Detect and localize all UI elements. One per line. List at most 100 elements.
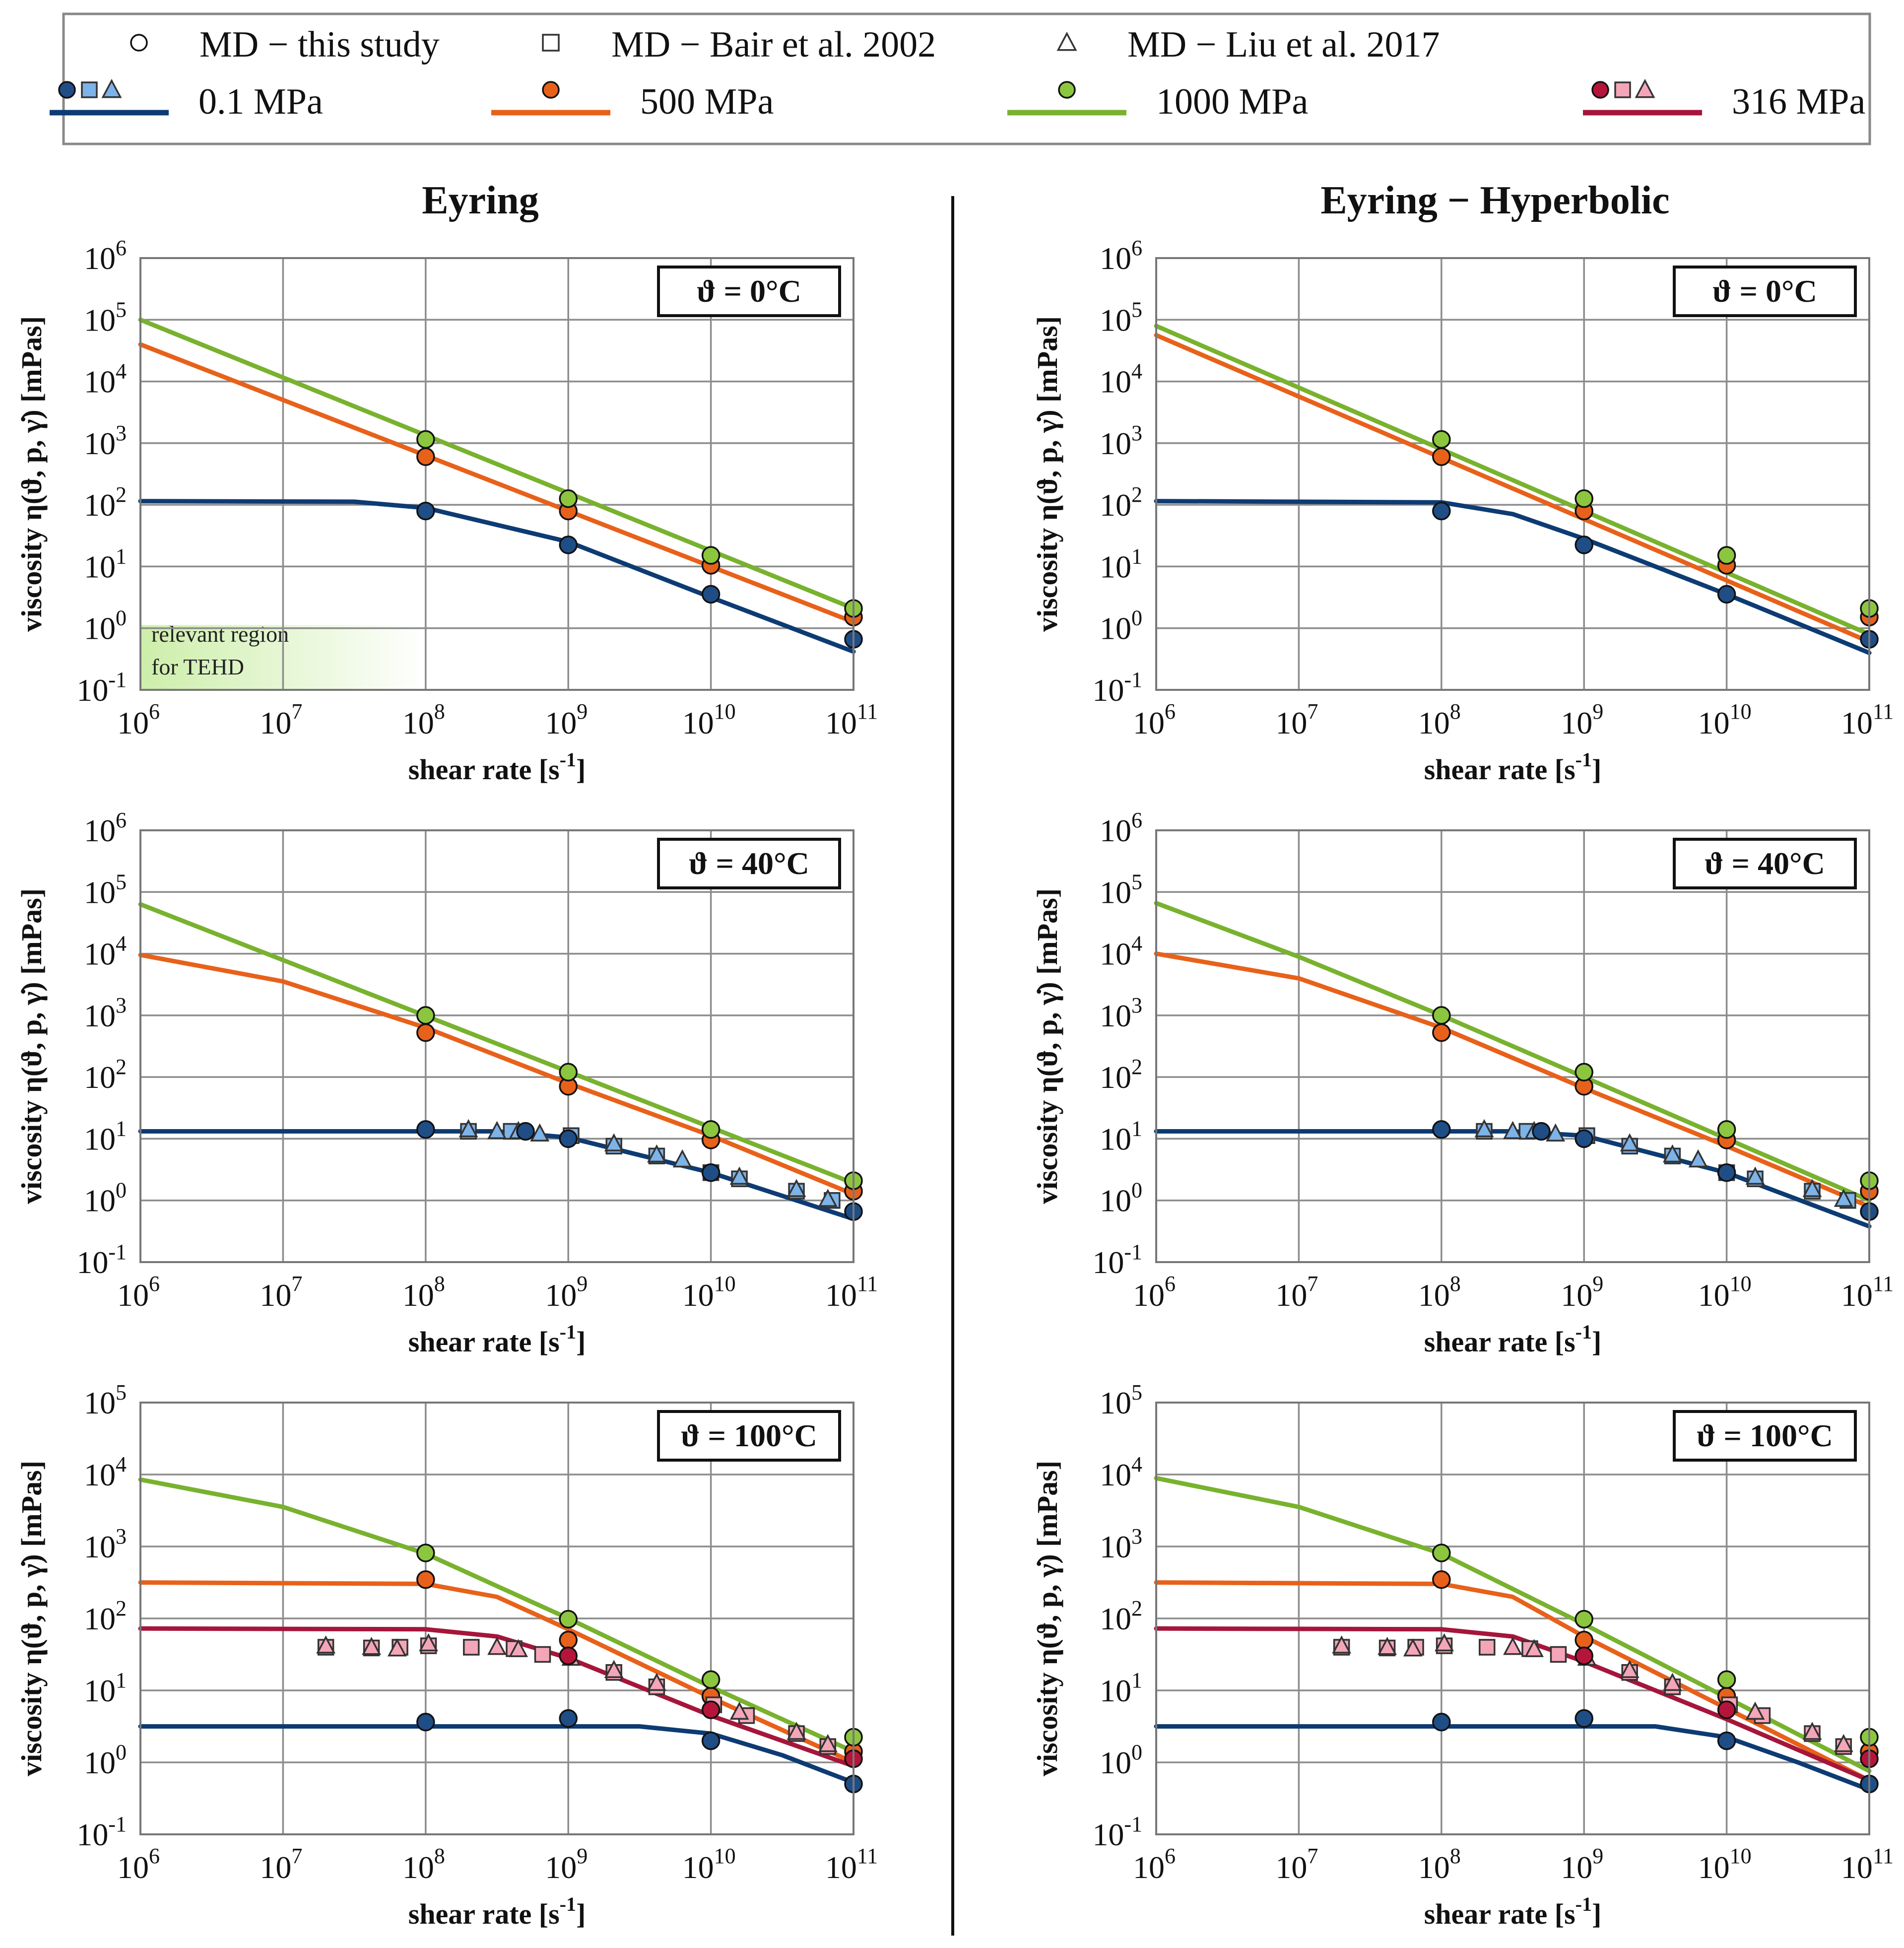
- chart-panel-4: 106 107 108 109 1010 1011 10-1 100 101 102 103 104 1…: [1031, 808, 1894, 1358]
- point-md-1000-mpa: [559, 1063, 578, 1081]
- point-md-0-1-mpa: [416, 501, 435, 521]
- y-tick-label: 104: [84, 932, 127, 972]
- legend-marker-circle: [130, 34, 148, 52]
- panel-title: ϑ = 40°C: [1705, 846, 1825, 881]
- panel-title-box: [657, 1410, 841, 1462]
- point-md-1000-mpa: [1717, 1120, 1736, 1139]
- series-line-500-mpa: [1154, 333, 1872, 644]
- column-title-eyring-hyperbolic: Eyring − Hyperbolic: [1320, 179, 1669, 222]
- panel-title-box: [1673, 266, 1857, 317]
- y-tick-label: 105: [84, 1380, 127, 1420]
- point-bair-316-mpa: [1550, 1646, 1567, 1663]
- x-axis-label: shear rate [s-1]: [1424, 1321, 1602, 1358]
- point-liu-316-mpa: [316, 1635, 336, 1654]
- x-tick-label: 1011: [1841, 699, 1894, 740]
- y-axis-label: viscosity η(ϑ, p, γ̇) [mPas]: [1031, 1461, 1063, 1776]
- x-tick-label: 107: [1275, 1844, 1318, 1885]
- panel-title-box: [657, 838, 841, 889]
- panel-title: ϑ = 0°C: [697, 273, 801, 309]
- point-bair-316-mpa: [534, 1646, 551, 1663]
- y-tick-label: 101: [1100, 1116, 1142, 1156]
- point-md-0-1-mpa: [1717, 585, 1736, 604]
- point-md-0-1-mpa: [701, 585, 721, 604]
- legend-marker-circle-p1000: [1058, 81, 1076, 99]
- point-md-0-1-mpa: [701, 1731, 721, 1750]
- point-md-500-mpa: [559, 1630, 578, 1650]
- point-md-0-1-mpa: [416, 1120, 435, 1139]
- x-tick-label: 108: [1418, 699, 1461, 740]
- point-md-0-1-mpa: [559, 1709, 578, 1728]
- legend-marker-triangle-p01: [101, 78, 122, 98]
- y-tick-label: 104: [84, 359, 127, 400]
- legend-marker-circle-p01: [58, 81, 76, 99]
- legend: MD − this study MD − Bair et al. 2002 MD −…: [50, 12, 1871, 145]
- point-liu-0-1-mpa: [1620, 1133, 1640, 1151]
- series-line-0-1-mpa: [1154, 499, 1872, 655]
- point-liu-0-1-mpa: [818, 1189, 838, 1207]
- plot-frame: [139, 829, 854, 1263]
- x-tick-label: 109: [1561, 1844, 1603, 1885]
- point-liu-0-1-mpa: [672, 1149, 692, 1168]
- y-tick-label: 102: [1100, 1055, 1142, 1095]
- point-md-316-mpa: [1717, 1700, 1736, 1719]
- point-md-316-mpa: [1575, 1646, 1593, 1666]
- plot-frame: [139, 257, 854, 691]
- x-axis-label: shear rate [s-1]: [408, 748, 586, 786]
- point-md-0-1-mpa: [1717, 1731, 1736, 1750]
- legend-label-p01: 0.1 MPa: [198, 81, 323, 122]
- x-tick-label: 109: [1561, 1272, 1603, 1313]
- series-line-500-mpa: [1154, 951, 1872, 1209]
- x-tick-label: 109: [545, 699, 588, 740]
- point-md-1000-mpa: [1575, 1610, 1593, 1629]
- x-tick-label: 106: [117, 1844, 160, 1885]
- x-tick-label: 108: [1418, 1272, 1461, 1313]
- point-liu-0-1-mpa: [604, 1133, 624, 1151]
- point-md-0-1-mpa: [1575, 1129, 1593, 1148]
- series-line-1000-mpa: [1154, 901, 1872, 1203]
- y-tick-label: 106: [84, 236, 127, 276]
- chart-panel-2: 106 107 108 109 1010 1011 10-1 100 101 102 103 104 1…: [1031, 236, 1894, 786]
- x-tick-label: 107: [260, 699, 302, 740]
- y-tick-label: 105: [1100, 297, 1142, 337]
- point-md-0-1-mpa: [701, 1163, 721, 1182]
- y-tick-label: 100: [84, 606, 127, 646]
- series-line-1000-mpa: [1154, 324, 1872, 637]
- legend-marker-triangle-p316: [1635, 78, 1655, 98]
- legend-label-source-1: MD − this study: [199, 24, 440, 65]
- y-tick-label: 103: [84, 993, 127, 1033]
- legend-marker-square-p316: [1614, 81, 1631, 98]
- legend-label-source-2: MD − Bair et al. 2002: [611, 24, 936, 65]
- point-liu-0-1-mpa: [1503, 1121, 1522, 1140]
- panel-title-box: [1673, 1410, 1857, 1462]
- y-tick-label: 103: [1100, 1524, 1142, 1564]
- x-axis-label: shear rate [s-1]: [408, 1893, 586, 1930]
- series-line-500-mpa: [138, 1580, 856, 1765]
- point-md-1000-mpa: [559, 489, 578, 508]
- y-tick-label: 103: [84, 421, 127, 461]
- y-tick-label: 101: [84, 1668, 127, 1708]
- x-axis-label: shear rate [s-1]: [408, 1321, 586, 1358]
- y-tick-label: 101: [84, 544, 127, 584]
- x-tick-label: 1010: [1698, 699, 1752, 740]
- x-tick-label: 1011: [1841, 1272, 1894, 1313]
- point-liu-316-mpa: [604, 1660, 624, 1678]
- panel-title: ϑ = 100°C: [1697, 1418, 1833, 1453]
- point-md-0-1-mpa: [1532, 1122, 1551, 1141]
- point-md-0-1-mpa: [1432, 1120, 1451, 1139]
- point-md-1000-mpa: [1575, 489, 1593, 508]
- x-axis-label: shear rate [s-1]: [1424, 1893, 1602, 1930]
- y-axis-label: viscosity η(ϑ, p, γ̇) [mPas]: [15, 1461, 48, 1776]
- point-md-1000-mpa: [1575, 1063, 1593, 1081]
- panel-title-box: [1673, 838, 1857, 889]
- legend-label-source-3: MD − Liu et al. 2017: [1127, 24, 1440, 65]
- point-md-1000-mpa: [416, 1544, 435, 1562]
- point-liu-0-1-mpa: [1688, 1149, 1708, 1168]
- point-md-0-1-mpa: [559, 536, 578, 554]
- point-liu-0-1-mpa: [459, 1119, 478, 1138]
- point-liu-0-1-mpa: [487, 1121, 507, 1140]
- point-md-316-mpa: [701, 1700, 721, 1719]
- x-tick-label: 107: [1275, 1272, 1318, 1313]
- point-md-500-mpa: [1575, 1630, 1593, 1650]
- panel-title-box: [657, 266, 841, 317]
- point-md-500-mpa: [416, 447, 435, 466]
